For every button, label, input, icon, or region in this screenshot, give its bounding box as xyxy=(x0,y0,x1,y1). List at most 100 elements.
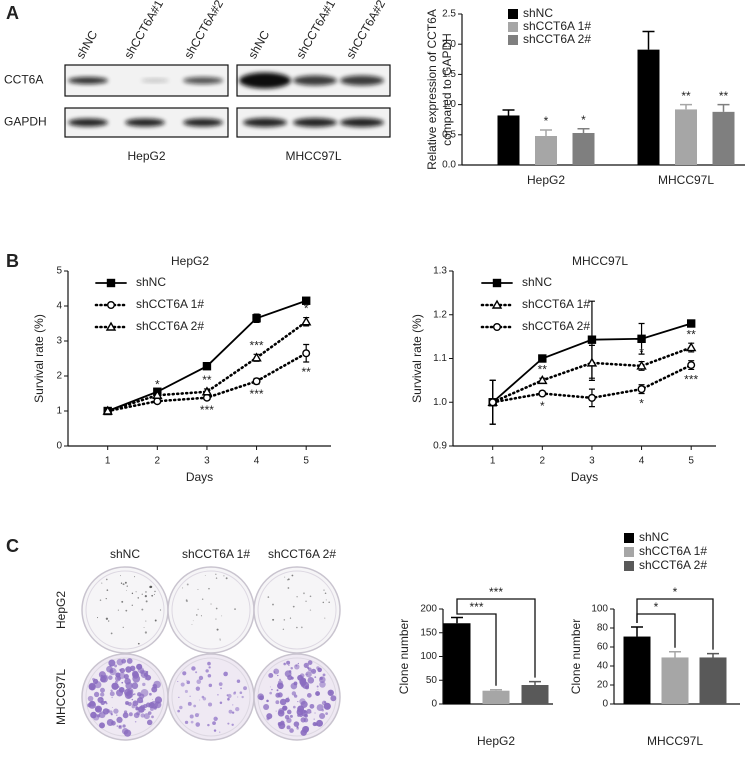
colony xyxy=(296,596,298,598)
significance-bracket xyxy=(456,613,497,686)
point xyxy=(300,316,312,326)
colony xyxy=(327,706,330,709)
point xyxy=(637,385,646,394)
x-tick-label: 4 xyxy=(639,456,645,467)
colony xyxy=(119,668,126,674)
colony xyxy=(215,618,217,620)
point xyxy=(687,361,696,370)
error-bar xyxy=(707,652,719,658)
colony xyxy=(283,662,287,666)
colony xyxy=(144,708,146,711)
colony xyxy=(131,682,139,690)
significance-label: ** xyxy=(202,373,212,387)
significance-label: ** xyxy=(681,89,691,103)
colony xyxy=(185,600,188,603)
legend-marker xyxy=(105,321,117,331)
colony xyxy=(207,661,211,666)
colony xyxy=(145,620,147,622)
colony xyxy=(269,691,273,695)
colony xyxy=(123,710,128,714)
colony xyxy=(299,698,306,705)
colony xyxy=(217,694,219,696)
colony xyxy=(272,603,274,606)
legend-label: shCCT6A 2# xyxy=(523,32,591,46)
colony xyxy=(137,692,142,697)
colony xyxy=(266,699,269,703)
colony xyxy=(132,700,139,707)
point xyxy=(202,362,212,371)
colony xyxy=(105,702,108,705)
colony xyxy=(215,607,218,610)
colony xyxy=(146,719,153,726)
colony xyxy=(291,574,294,577)
colony xyxy=(134,720,137,723)
bar xyxy=(661,657,689,704)
colony xyxy=(201,598,204,600)
colony xyxy=(123,729,132,737)
plate-rim xyxy=(85,657,165,737)
colony xyxy=(227,697,230,701)
colony xyxy=(241,695,244,699)
error-bar xyxy=(490,689,502,691)
colony xyxy=(314,722,319,726)
colony xyxy=(124,678,131,685)
colony xyxy=(135,591,137,593)
colony xyxy=(113,708,119,714)
point xyxy=(537,374,548,385)
colony xyxy=(131,698,134,701)
colony xyxy=(99,599,102,601)
blot-band xyxy=(125,118,165,127)
point xyxy=(586,357,598,367)
colony xyxy=(325,599,327,601)
plate-rim xyxy=(171,657,251,737)
colony xyxy=(99,722,105,729)
legend-label: shNC xyxy=(136,275,166,289)
colony xyxy=(277,680,283,686)
plate xyxy=(81,566,169,654)
y-tick-label: 20 xyxy=(597,680,609,691)
significance-label: *** xyxy=(684,373,698,387)
colony xyxy=(316,704,324,711)
y-tick-label: 80 xyxy=(597,623,609,634)
y-tick-label: 1.3 xyxy=(433,266,447,277)
y-tick-label: 1.0 xyxy=(442,99,456,110)
colony xyxy=(319,712,326,720)
y-tick-label: 100 xyxy=(420,651,437,662)
colony xyxy=(216,628,219,631)
x-tick-label: MHCC97L xyxy=(658,173,714,187)
colony xyxy=(277,692,283,698)
legend-label: shNC xyxy=(522,275,552,289)
legend-label: shCCT6A 1# xyxy=(639,544,707,558)
significance-label: *** xyxy=(250,387,264,401)
colony xyxy=(280,720,285,726)
colony xyxy=(316,685,319,688)
x-tick-label: 1 xyxy=(105,456,111,467)
colony xyxy=(144,677,147,680)
colony xyxy=(286,725,291,730)
colony xyxy=(182,587,184,589)
colony xyxy=(305,600,307,602)
error-bar xyxy=(577,128,590,133)
colony xyxy=(204,574,206,576)
colony xyxy=(125,609,128,612)
colony xyxy=(122,626,124,628)
colony xyxy=(257,693,264,700)
colony xyxy=(105,597,107,600)
colony xyxy=(197,589,199,591)
colony xyxy=(141,608,144,611)
colony xyxy=(290,667,293,670)
y-tick-label: 0.0 xyxy=(442,160,456,171)
colony xyxy=(321,700,327,706)
colony xyxy=(293,694,298,698)
colony xyxy=(286,709,292,715)
x-axis-label: Days xyxy=(571,470,598,484)
point xyxy=(251,352,262,362)
colony xyxy=(191,623,193,625)
colony xyxy=(299,714,303,718)
colony xyxy=(118,672,126,680)
colony xyxy=(313,718,315,720)
y-axis-label: Clone number xyxy=(397,619,411,694)
point xyxy=(302,349,311,358)
colony xyxy=(287,696,289,698)
